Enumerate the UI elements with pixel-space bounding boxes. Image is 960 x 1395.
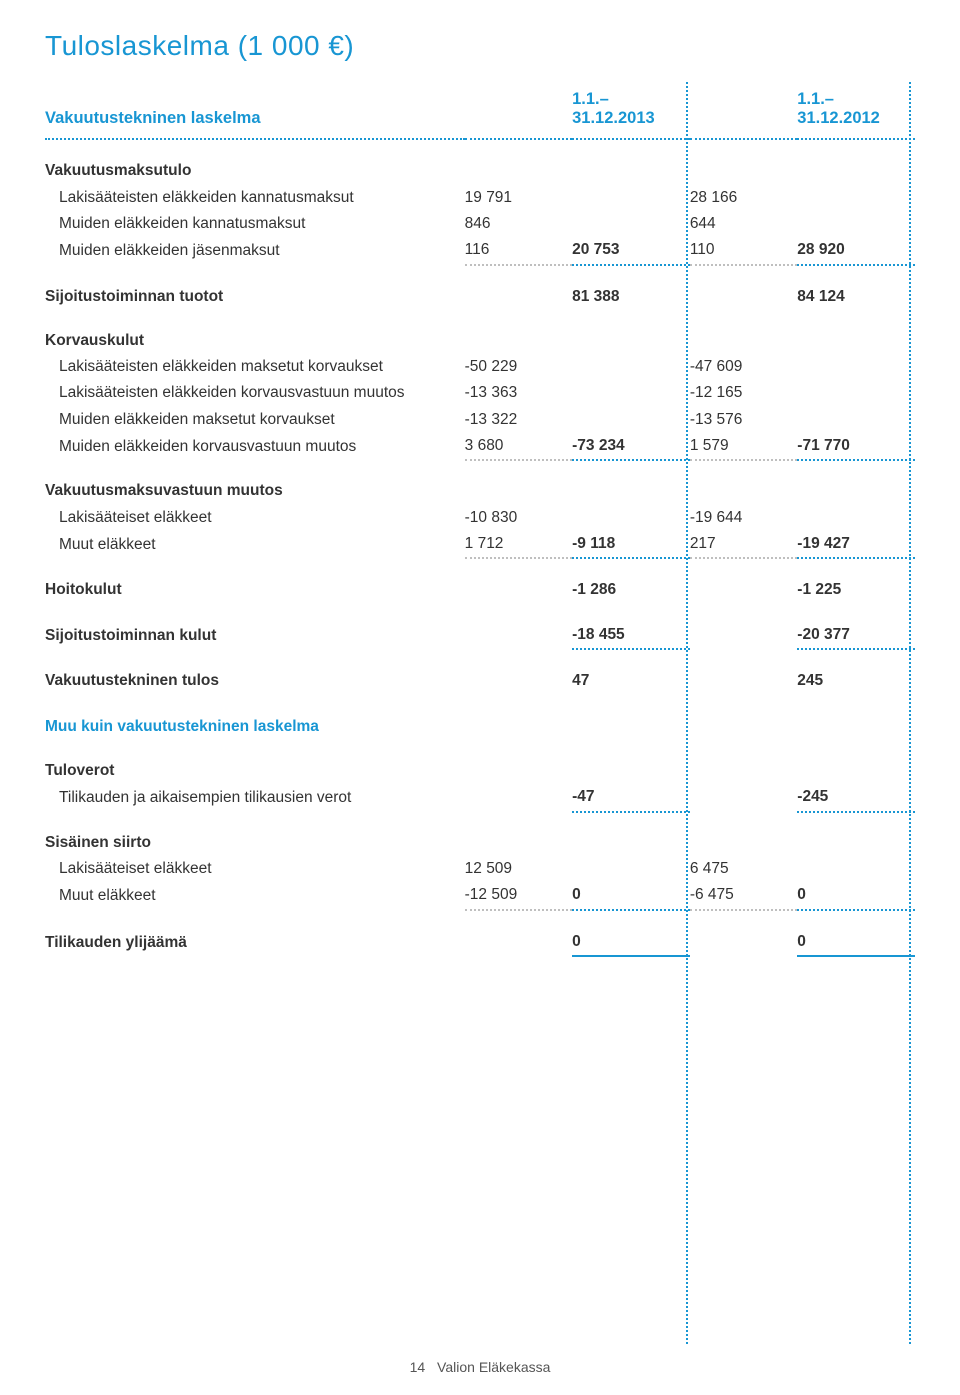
table-row: Muiden eläkkeiden korvausvastuun muutos … (45, 433, 915, 460)
footer-name: Valion Eläkekassa (437, 1359, 550, 1375)
row-sijk: Sijoitustoiminnan kulut -18 455 -20 377 (45, 604, 915, 649)
row-ylij: Tilikauden ylijäämä 0 0 (45, 910, 915, 956)
row-sijt: Sijoitustoiminnan tuotot 81 388 84 124 (45, 265, 915, 310)
table-row: Lakisääteisten eläkkeiden maksetut korva… (45, 354, 915, 380)
column-divider-1 (686, 82, 688, 1344)
table-row: Lakisääteisten eläkkeiden korvausvastuun… (45, 380, 915, 406)
table-row: Muut eläkkeet -12 509 0 -6 475 0 (45, 882, 915, 909)
page-number: 14 (410, 1359, 426, 1375)
page-title: Tuloslaskelma (1 000 €) (45, 30, 915, 62)
table-row: Muiden eläkkeiden kannatusmaksut 846 644 (45, 211, 915, 237)
table-header: Vakuutustekninen laskelma 1.1.–31.12.201… (45, 86, 915, 139)
table-row: Muiden eläkkeiden maksetut korvaukset -1… (45, 407, 915, 433)
column-divider-2 (909, 82, 911, 1344)
section-korv: Korvauskulut (45, 310, 915, 354)
header-period-2: 1.1.–31.12.2012 (797, 86, 915, 139)
table-row: Muiden eläkkeiden jäsenmaksut 116 20 753… (45, 237, 915, 264)
header-label: Vakuutustekninen laskelma (45, 86, 465, 139)
section-vmvm: Vakuutusmaksuvastuun muutos (45, 460, 915, 504)
row-vtulos: Vakuutustekninen tulos 47 245 (45, 649, 915, 694)
section-sis: Sisäinen siirto (45, 812, 915, 856)
row-hoito: Hoitokulut -1 286 -1 225 (45, 558, 915, 603)
section-tulov: Tuloverot (45, 740, 915, 784)
page-footer: 14 Valion Eläkekassa (0, 1359, 960, 1375)
table-row: Tilikauden ja aikaisempien tilikausien v… (45, 784, 915, 811)
table-row: Lakisääteiset eläkkeet -10 830 -19 644 (45, 505, 915, 531)
section-muu: Muu kuin vakuutustekninen laskelma (45, 694, 915, 740)
table-row: Lakisääteiset eläkkeet 12 509 6 475 (45, 856, 915, 882)
section-vakmaks: Vakuutusmaksutulo (45, 139, 915, 184)
income-statement-table: Vakuutustekninen laskelma 1.1.–31.12.201… (45, 86, 915, 957)
table-row: Lakisääteisten eläkkeiden kannatusmaksut… (45, 184, 915, 210)
header-period-1: 1.1.–31.12.2013 (572, 86, 690, 139)
table-row: Muut eläkkeet 1 712 -9 118 217 -19 427 (45, 531, 915, 558)
